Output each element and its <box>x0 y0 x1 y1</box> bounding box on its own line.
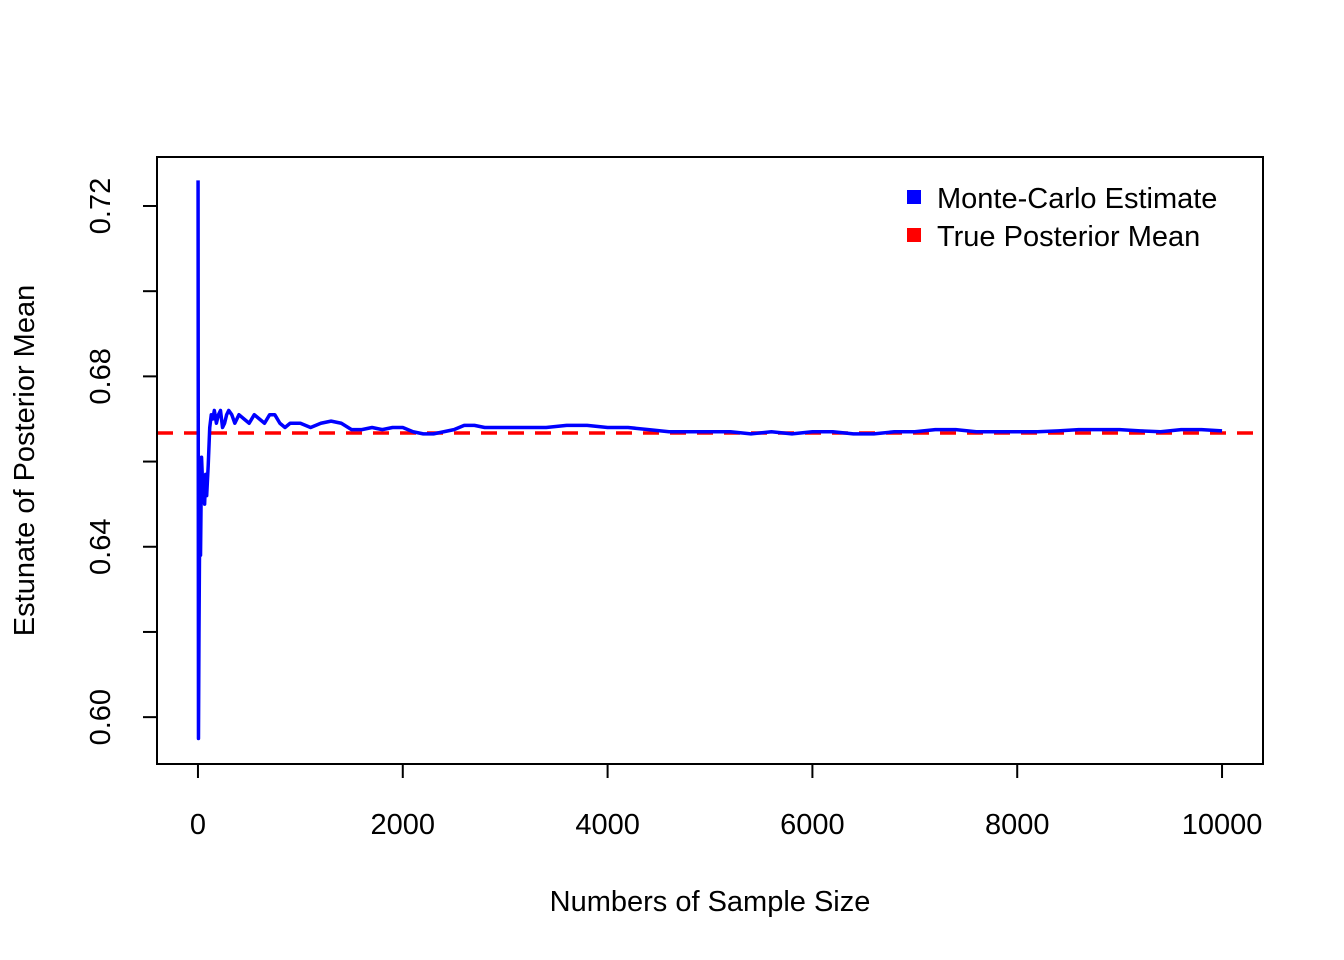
x-tick-label: 6000 <box>780 809 845 841</box>
x-tick-label: 10000 <box>1182 809 1263 841</box>
legend-label-true-mean: True Posterior Mean <box>937 221 1200 253</box>
monte-carlo-series-layer <box>196 180 1223 741</box>
x-tick-label: 2000 <box>371 809 436 841</box>
x-tick-label: 8000 <box>985 809 1050 841</box>
legend-swatch-monte-carlo <box>907 190 921 204</box>
monte-carlo-estimate-line <box>196 180 1223 741</box>
y-tick-label: 0.60 <box>85 689 117 745</box>
legend: Monte-Carlo Estimate True Posterior Mean <box>907 183 1217 253</box>
y-tick-label: 0.68 <box>85 348 117 404</box>
x-tick-label: 4000 <box>575 809 640 841</box>
legend-swatch-true-mean <box>907 228 921 242</box>
x-axis: 0 2000 4000 6000 8000 10000 <box>190 763 1263 841</box>
x-axis-label: Numbers of Sample Size <box>550 886 871 918</box>
y-tick-label: 0.64 <box>85 519 117 575</box>
y-tick-label: 0.72 <box>85 178 117 234</box>
y-axis-label: Estunate of Posterior Mean <box>9 285 41 636</box>
y-axis: 0.60 0.64 0.68 0.72 <box>85 178 158 745</box>
legend-label-monte-carlo: Monte-Carlo Estimate <box>937 183 1217 215</box>
x-tick-label: 0 <box>190 809 206 841</box>
